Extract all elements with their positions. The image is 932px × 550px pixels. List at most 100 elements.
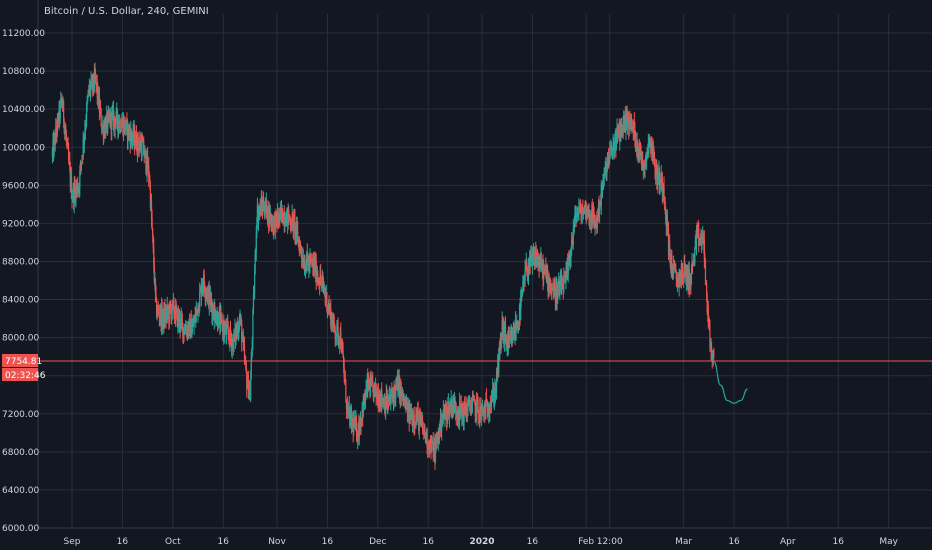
- candle-body: [355, 419, 358, 439]
- candle-body: [499, 344, 501, 352]
- candle-body: [453, 402, 456, 414]
- candle-body: [95, 74, 97, 84]
- candle-body: [135, 133, 138, 149]
- candle-body: [195, 313, 197, 321]
- candle-body: [618, 125, 620, 129]
- candle-body: [563, 273, 565, 278]
- candle-body: [375, 383, 377, 396]
- candle-body: [441, 425, 443, 431]
- candle-body: [85, 104, 88, 122]
- candle-body: [554, 282, 556, 288]
- x-tick-label: 16: [833, 537, 845, 547]
- candle-body: [365, 390, 367, 399]
- x-tick-label: 12:00: [597, 537, 623, 547]
- candle-body: [243, 342, 245, 347]
- candle-body: [351, 418, 353, 426]
- candle-body: [545, 265, 547, 277]
- candle-body: [477, 400, 479, 412]
- x-tick-label: 16: [218, 537, 230, 547]
- candle-body: [650, 142, 652, 147]
- candle-body: [53, 137, 55, 155]
- candle-body: [493, 388, 495, 403]
- candle-body: [674, 262, 676, 267]
- candle-body: [471, 404, 473, 406]
- candle-body: [537, 255, 539, 266]
- candle-body: [173, 300, 175, 315]
- candle-body: [568, 258, 570, 260]
- candle-body: [261, 199, 263, 206]
- candle-body: [664, 201, 666, 211]
- candle-body: [417, 410, 419, 413]
- candle-body: [364, 393, 366, 401]
- candle-body: [341, 342, 344, 352]
- candle-body: [520, 298, 522, 320]
- candle-body: [68, 149, 70, 161]
- candle-body: [71, 198, 74, 201]
- candle-body: [322, 279, 324, 281]
- candle-body: [285, 213, 288, 227]
- candle-body: [617, 125, 619, 136]
- candle-body: [92, 74, 94, 87]
- y-axis: 6000.006400.006800.007200.007600.008000.…: [2, 29, 45, 534]
- candle-body: [73, 184, 75, 203]
- candle-body: [221, 318, 223, 331]
- candle-body: [407, 407, 409, 421]
- candle-body: [255, 251, 257, 254]
- candle-body: [658, 170, 661, 189]
- candle-body: [111, 112, 113, 131]
- candle-body: [393, 386, 395, 404]
- y-tick-label: 9200.00: [2, 219, 39, 229]
- candle-body: [591, 209, 593, 215]
- candle-body: [85, 121, 87, 128]
- candle-body: [432, 440, 434, 459]
- candle-body: [214, 309, 216, 322]
- candle-body: [536, 257, 538, 266]
- candle-body: [310, 257, 312, 260]
- candle-body: [508, 339, 511, 344]
- candle-body: [181, 316, 183, 322]
- candle-body: [622, 117, 624, 136]
- candle-body: [567, 255, 569, 275]
- current-price-tag-bg: [2, 353, 38, 367]
- candle-body: [565, 270, 567, 282]
- candle-body: [416, 418, 418, 422]
- candle-body: [328, 304, 330, 312]
- candle-body: [183, 332, 186, 334]
- candle-body: [274, 213, 276, 233]
- candle-body: [105, 118, 107, 134]
- candle-body: [667, 225, 669, 230]
- candle-body: [653, 148, 655, 157]
- candle-body: [158, 314, 160, 319]
- candle-body: [77, 189, 79, 193]
- candle-body: [148, 177, 150, 180]
- candle-body: [423, 429, 425, 434]
- candle-body: [75, 186, 77, 201]
- candle-body: [304, 270, 307, 272]
- candle-body: [563, 277, 565, 293]
- candle-body: [301, 253, 303, 258]
- candle-body: [220, 315, 223, 319]
- candle-body: [239, 318, 241, 320]
- candle-body: [703, 240, 705, 260]
- x-axis: Sep 16 Oct 16 Nov 16 Dec 16 2020 16 Feb 12:00 Mar 16 A…: [64, 537, 899, 547]
- candle-body: [63, 120, 65, 132]
- candle-body: [672, 272, 674, 277]
- candle-body: [669, 241, 671, 255]
- candle-body: [397, 378, 400, 394]
- candle-body: [639, 145, 641, 159]
- candle-body: [513, 329, 515, 336]
- candle-body: [199, 289, 201, 292]
- candle-body: [346, 403, 349, 410]
- candle-body: [596, 216, 598, 227]
- x-tick-label: Apr: [780, 537, 796, 547]
- candle-body: [138, 144, 140, 150]
- candle-body: [338, 337, 340, 343]
- candle-body: [626, 108, 628, 115]
- candle-body: [620, 121, 623, 128]
- candle-body: [89, 85, 92, 92]
- candle-body: [213, 305, 215, 320]
- candle-body: [117, 123, 120, 131]
- candle-body: [125, 129, 127, 132]
- candle-body: [250, 378, 252, 400]
